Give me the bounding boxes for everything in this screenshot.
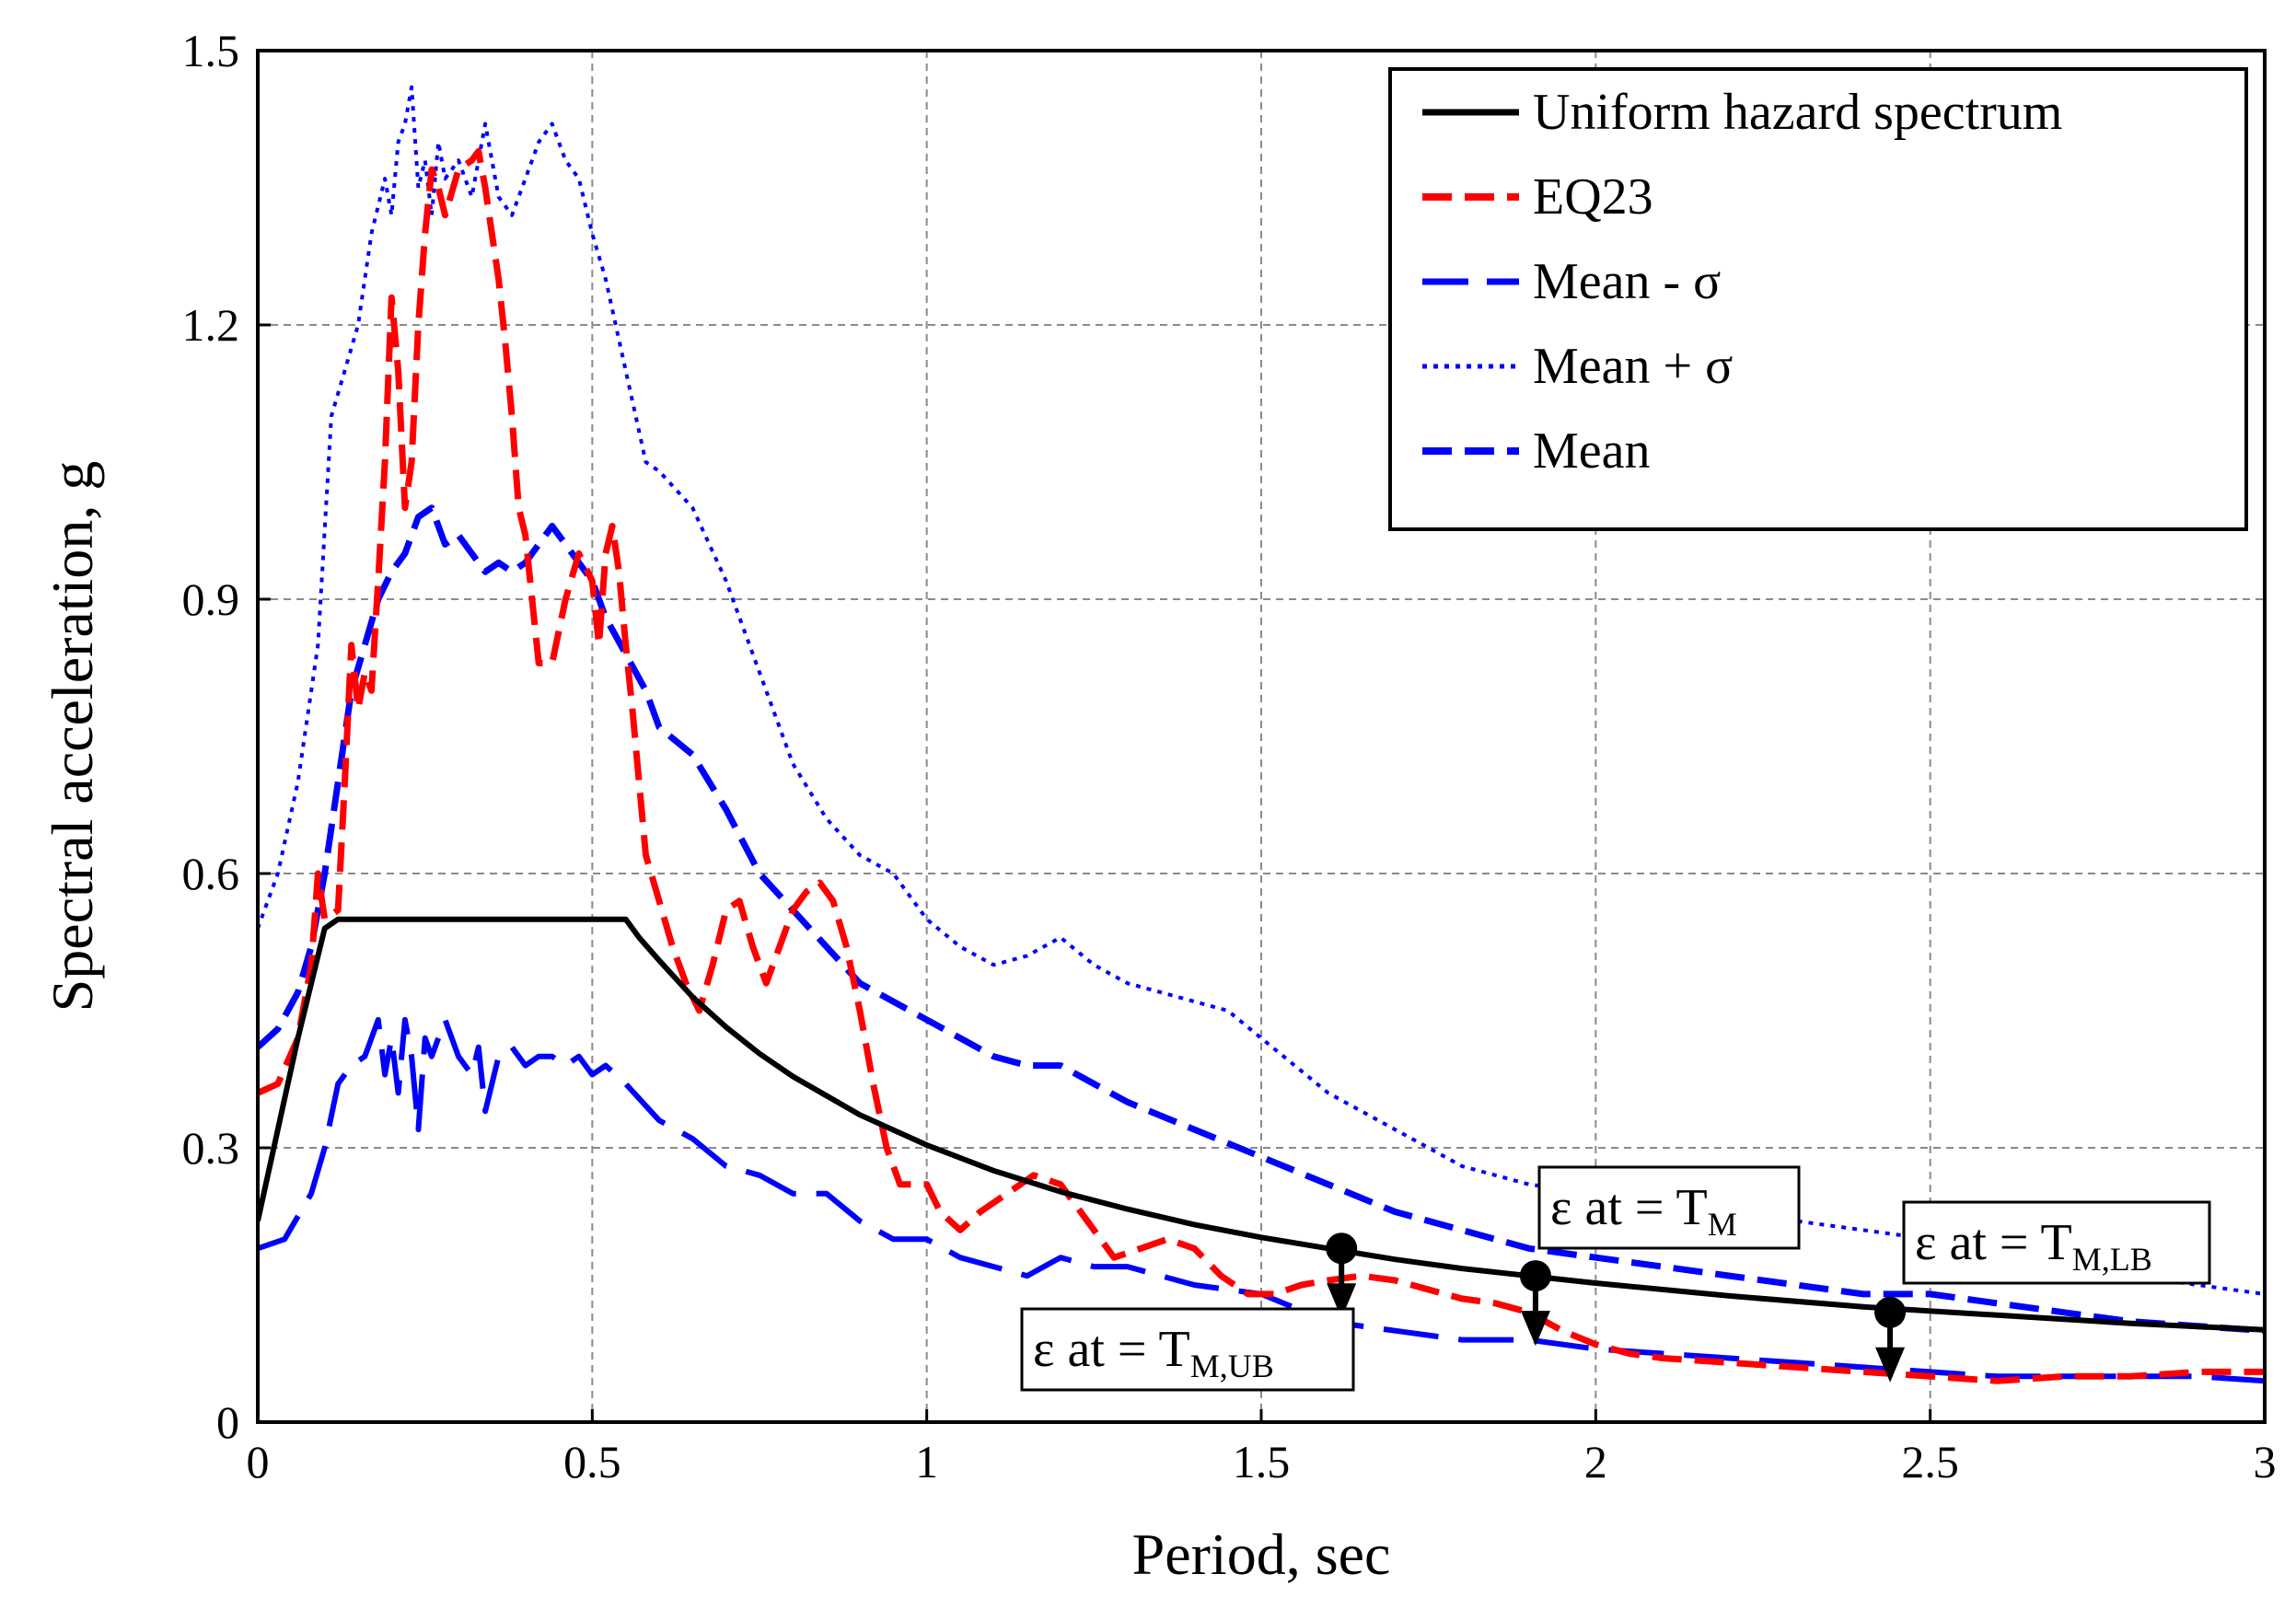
series-layer bbox=[258, 85, 2265, 1384]
annotation-box bbox=[1902, 1200, 2211, 1285]
annotation-subscript: M bbox=[1708, 1206, 1737, 1243]
marker-dot bbox=[1326, 1232, 1358, 1265]
y-tick-label: 0.9 bbox=[182, 573, 240, 625]
annotation-box bbox=[1020, 1307, 1355, 1392]
y-tick-label: 1.2 bbox=[182, 299, 240, 351]
annotation-boxes: ε at = TM ε at = TM,LB ε at = TM,UB bbox=[1020, 1165, 2211, 1392]
marker-dot bbox=[1874, 1296, 1907, 1328]
annotation-epsilon-m: ε at = TM bbox=[1537, 1165, 1801, 1250]
annotation-box bbox=[1537, 1165, 1801, 1250]
annotation-subscript: M,LB bbox=[2072, 1241, 2152, 1278]
series-line-eq23 bbox=[258, 147, 2265, 1384]
marker-dot bbox=[1519, 1260, 1551, 1292]
legend-label: Uniform hazard spectrum bbox=[1533, 84, 2062, 141]
legend-label: EQ23 bbox=[1533, 168, 1653, 226]
annotation-text: ε at = TM bbox=[1550, 1179, 1737, 1243]
y-tick-label: 1.5 bbox=[182, 25, 240, 76]
y-tick-label: 0.3 bbox=[182, 1122, 240, 1174]
y-tick-label: 0.6 bbox=[182, 848, 240, 899]
x-tick-label: 2.5 bbox=[1901, 1436, 1959, 1487]
x-tick-label: 3 bbox=[2254, 1436, 2277, 1487]
annotation-epsilon-m-lb: ε at = TM,LB bbox=[1902, 1200, 2211, 1285]
y-axis-label: Spectral acceleration, g bbox=[40, 461, 105, 1013]
legend: Uniform hazard spectrum EQ23 Mean - σ Mean … bbox=[1388, 67, 2248, 531]
x-axis-label: Period, sec bbox=[1132, 1522, 1391, 1587]
x-tick-label: 2 bbox=[1584, 1436, 1607, 1487]
legend-label: Mean bbox=[1533, 422, 1651, 480]
annotation-subscript: M,UB bbox=[1190, 1348, 1274, 1384]
series-line-mean- bbox=[258, 1016, 2265, 1384]
marker-arrowhead bbox=[1327, 1283, 1357, 1319]
x-tick-label: 1 bbox=[915, 1436, 938, 1487]
legend-box bbox=[1388, 67, 2248, 531]
annotation-markers bbox=[1326, 1232, 1907, 1383]
x-tick-label: 0.5 bbox=[563, 1436, 621, 1487]
marker-arrowhead bbox=[1875, 1347, 1906, 1383]
y-tick-label: 0 bbox=[216, 1396, 239, 1448]
legend-label: Mean + σ bbox=[1533, 338, 1733, 395]
series-line-mean bbox=[258, 504, 2265, 1335]
grid-lines bbox=[258, 51, 2265, 1422]
marker-arrowhead bbox=[1520, 1311, 1550, 1347]
annotation-epsilon-m-ub: ε at = TM,UB bbox=[1020, 1307, 1355, 1392]
series-line-uniform-hazard-spectrum bbox=[258, 916, 2265, 1333]
x-tick-label: 1.5 bbox=[1233, 1436, 1291, 1487]
x-tick-label: 0 bbox=[247, 1436, 270, 1487]
axis-ticks: 0 0.5 1 1.5 2 2.5 3 0 0.3 0.6 0.9 1.2 1.5 bbox=[182, 25, 2277, 1487]
legend-label: Mean - σ bbox=[1533, 253, 1721, 310]
